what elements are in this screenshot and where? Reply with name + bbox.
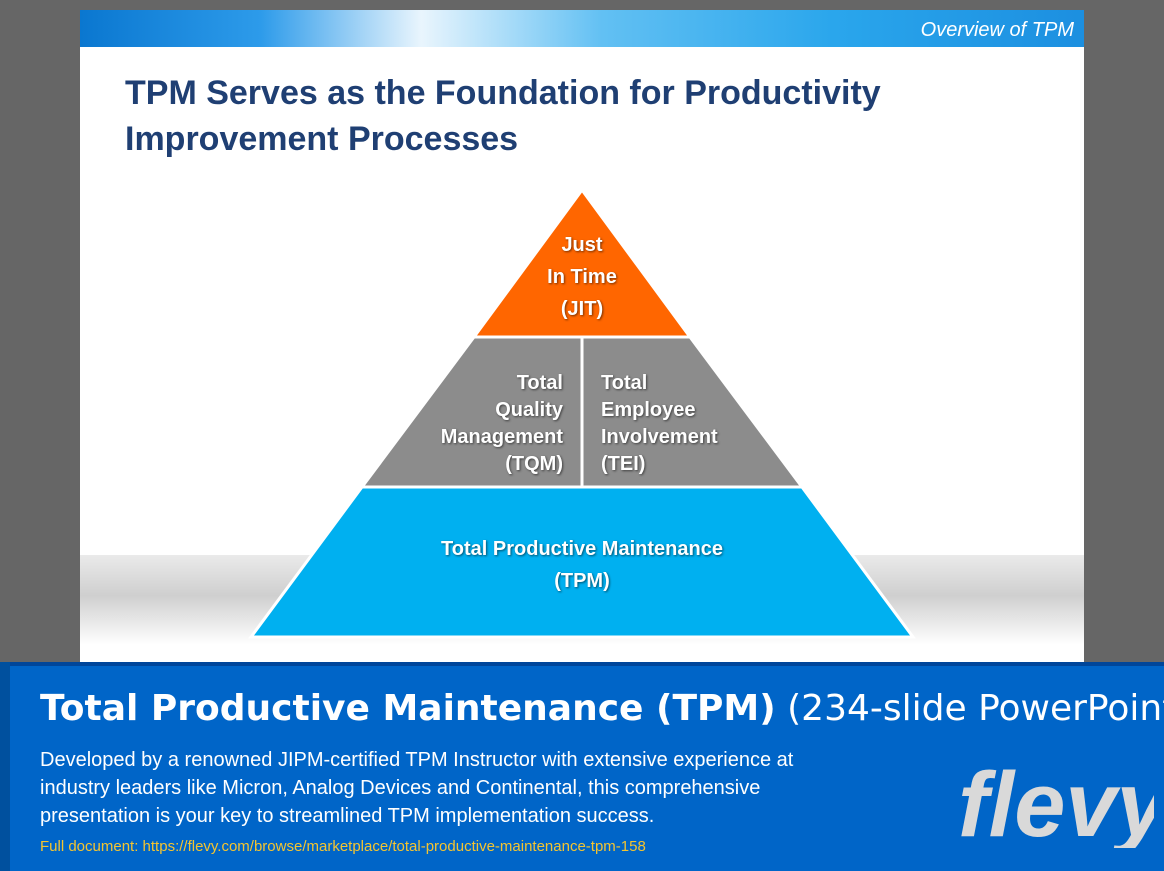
flevy-logo[interactable]: flevy [954, 758, 1154, 848]
footer-edge-accent [0, 662, 10, 871]
tei-line-2: Employee [601, 399, 696, 421]
tei-line-3: Involvement [601, 426, 718, 448]
promo-footer: Total Productive Maintenance (TPM) (234-… [0, 662, 1164, 871]
pyramid-middle-left-label: Total Quality Management (TQM) [410, 370, 563, 478]
tpm-line-2: (TPM) [554, 570, 610, 592]
footer-divider [0, 662, 1164, 666]
pyramid-base-tpm [248, 485, 916, 639]
pyramid-diagram [248, 187, 916, 639]
pyramid-middle-right-label: Total Employee Involvement (TEI) [601, 370, 781, 478]
tqm-line-4: (TQM) [505, 453, 563, 475]
tei-line-4: (TEI) [601, 453, 646, 475]
document-title-main: Total Productive Maintenance (TPM) [40, 688, 776, 729]
slide-header-bar: Overview of TPM [80, 10, 1084, 47]
section-label: Overview of TPM [920, 19, 1074, 41]
jit-line-1: Just [561, 234, 603, 256]
flevy-logo-text: flevy [958, 758, 1154, 848]
document-title-suffix: (234-slide PowerPoint) [787, 688, 1164, 729]
tqm-line-3: Management [440, 426, 563, 448]
tqm-line-1: Total [516, 372, 563, 394]
document-title: Total Productive Maintenance (TPM) (234-… [40, 688, 1164, 729]
slide-title: TPM Serves as the Foundation for Product… [125, 74, 881, 158]
slide: Overview of TPM TPM Serves as the Founda… [80, 10, 1084, 664]
tei-line-1: Total [601, 372, 648, 394]
pyramid-base-label: Total Productive Maintenance (TPM) [380, 533, 784, 597]
pyramid-top-label: Just In Time (JIT) [522, 229, 642, 325]
full-document-link[interactable]: Full document: https://flevy.com/browse/… [40, 838, 646, 855]
jit-line-3: (JIT) [560, 298, 604, 320]
tqm-line-2: Quality [495, 399, 563, 421]
tpm-line-1: Total Productive Maintenance [441, 538, 723, 560]
document-description: Developed by a renowned JIPM-certified T… [40, 749, 794, 827]
jit-line-2: In Time [547, 266, 617, 288]
